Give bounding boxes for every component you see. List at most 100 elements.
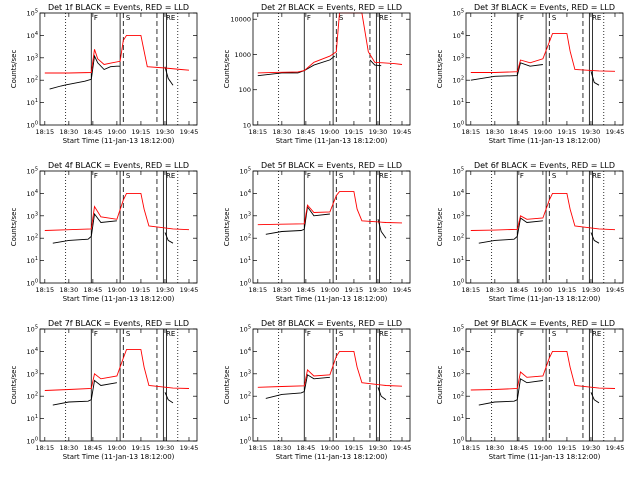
plot-frame (465, 328, 624, 442)
y-tick-label: 101 (453, 256, 464, 265)
chart-title: Det 9f BLACK = Events, RED = LLD (474, 319, 615, 328)
segment-label: F (94, 330, 98, 338)
x-tick-label: 18:45 (510, 444, 529, 452)
x-tick-label: 19:30 (156, 286, 175, 294)
y-tick-label: 102 (240, 392, 251, 401)
plot-frame (39, 328, 198, 442)
x-tick-label: 18:15 (248, 286, 267, 294)
chart-title: Det 2f BLACK = Events, RED = LLD (261, 3, 402, 12)
chart-title: Det 5f BLACK = Events, RED = LLD (261, 161, 402, 170)
y-tick-label: 102 (453, 234, 464, 243)
x-tick-label: 18:15 (35, 286, 54, 294)
plot-frame (252, 12, 411, 126)
y-axis-label: Counts/sec (223, 50, 231, 89)
y-tick-label: 102 (27, 234, 38, 243)
y-tick-label: 101 (453, 414, 464, 423)
x-tick-label: 18:45 (297, 128, 316, 136)
segment-label: RE (592, 172, 601, 180)
y-tick-label: 105 (240, 167, 251, 176)
y-tick-label: 100 (453, 279, 464, 288)
y-tick-label: 103 (240, 369, 251, 378)
x-tick-label: 19:30 (582, 444, 601, 452)
y-tick-label: 105 (453, 325, 464, 334)
series-line-events (52, 212, 174, 244)
x-tick-label: 18:45 (510, 286, 529, 294)
y-tick-label: 100 (240, 279, 251, 288)
chart-title: Det 7f BLACK = Events, RED = LLD (48, 319, 189, 328)
y-axis-label: Counts/sec (223, 366, 231, 405)
segment-label: S (552, 172, 557, 180)
x-tick-label: 19:30 (156, 444, 175, 452)
y-tick-label: 101 (27, 256, 38, 265)
segment-label: F (94, 172, 98, 180)
x-tick-label: 19:45 (393, 444, 412, 452)
y-axis-label: Counts/sec (10, 366, 18, 405)
x-tick-label: 19:15 (345, 286, 364, 294)
x-tick-label: 19:45 (606, 128, 625, 136)
x-tick-label: 18:30 (59, 286, 78, 294)
plot-frame (252, 328, 411, 442)
x-tick-label: 19:45 (180, 444, 199, 452)
x-axis-label: Start Time (11-Jan-13 18:12:00) (489, 453, 601, 461)
y-tick-label: 100 (453, 437, 464, 446)
x-tick-label: 19:00 (108, 444, 127, 452)
x-tick-label: 18:15 (461, 128, 480, 136)
x-tick-label: 19:00 (108, 128, 127, 136)
y-axis-label: Counts/sec (436, 50, 444, 89)
y-tick-label: 102 (240, 234, 251, 243)
x-tick-label: 19:30 (369, 444, 388, 452)
x-tick-label: 19:15 (345, 444, 364, 452)
segment-label: S (126, 172, 131, 180)
segment-label: RE (379, 14, 388, 22)
series-line-lld (257, 12, 403, 74)
chart-title: Det 1f BLACK = Events, RED = LLD (48, 3, 189, 12)
segment-label: F (307, 14, 311, 22)
chart-panel-7: F S RE Det 7f BLACK = Events, RED = LLD 18:1… (10, 319, 198, 461)
y-tick-label: 100 (27, 279, 38, 288)
x-axis-label: Start Time (11-Jan-13 18:12:00) (276, 137, 388, 145)
y-tick-label: 100 (239, 86, 251, 94)
y-tick-label: 105 (240, 325, 251, 334)
x-tick-label: 19:45 (180, 286, 199, 294)
y-tick-label: 105 (27, 9, 38, 18)
chart-title: Det 8f BLACK = Events, RED = LLD (261, 319, 402, 328)
x-tick-label: 19:00 (534, 444, 553, 452)
x-tick-label: 19:00 (108, 286, 127, 294)
series-line-lld (44, 349, 190, 391)
y-tick-label: 102 (27, 392, 38, 401)
segment-label: F (307, 330, 311, 338)
x-axis-label: Start Time (11-Jan-13 18:12:00) (63, 453, 175, 461)
segment-label: S (126, 14, 131, 22)
chart-panel-4: F S RE Det 4f BLACK = Events, RED = LLD 18:1… (10, 161, 198, 303)
x-tick-label: 18:15 (35, 444, 54, 452)
segment-label: RE (166, 172, 175, 180)
y-tick-label: 103 (27, 369, 38, 378)
plot-frame (39, 170, 198, 284)
y-tick-label: 100 (27, 121, 38, 130)
y-tick-label: 104 (27, 31, 38, 40)
y-tick-label: 104 (240, 347, 251, 356)
x-tick-label: 19:15 (558, 286, 577, 294)
segment-label: RE (166, 330, 175, 338)
chart-panel-2: F S RE Det 2f BLACK = Events, RED = LLD 18:1… (223, 3, 411, 145)
y-axis-label: Counts/sec (436, 208, 444, 247)
segment-label: S (339, 330, 344, 338)
segment-label: F (307, 172, 311, 180)
segment-label: S (552, 330, 557, 338)
x-axis-label: Start Time (11-Jan-13 18:12:00) (276, 453, 388, 461)
y-tick-label: 105 (453, 9, 464, 18)
y-axis-label: Counts/sec (10, 50, 18, 89)
x-tick-label: 18:30 (272, 286, 291, 294)
segment-label: F (520, 14, 524, 22)
x-tick-label: 18:30 (485, 286, 504, 294)
chart-panel-3: F S RE Det 3f BLACK = Events, RED = LLD 18:1… (436, 3, 624, 145)
plot-frame (465, 170, 624, 284)
x-tick-label: 19:15 (132, 286, 151, 294)
plot-frame (39, 12, 198, 126)
y-axis-label: Counts/sec (10, 208, 18, 247)
segment-label: S (552, 14, 557, 22)
y-tick-label: 103 (27, 53, 38, 62)
series-line-lld (44, 192, 190, 231)
x-axis-label: Start Time (11-Jan-13 18:12:00) (489, 137, 601, 145)
